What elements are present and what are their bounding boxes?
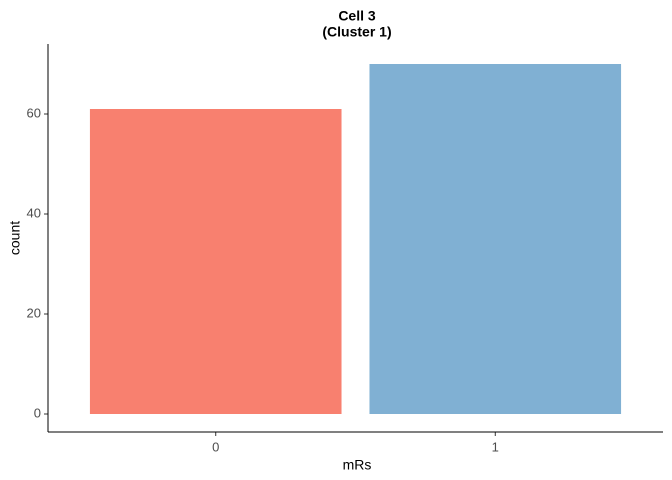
y-tick-label: 40 — [27, 205, 41, 220]
y-tick-label: 60 — [27, 105, 41, 120]
chart-title: Cell 3 — [338, 8, 376, 24]
x-tick-label: 1 — [492, 439, 499, 454]
bar — [369, 64, 622, 414]
x-axis-title: mRs — [343, 457, 372, 473]
y-tick-label: 20 — [27, 305, 41, 320]
chart-subtitle: (Cluster 1) — [322, 24, 391, 40]
y-tick-label: 0 — [34, 405, 41, 420]
y-axis-title: count — [7, 221, 23, 255]
bar — [89, 109, 342, 414]
x-tick-label: 0 — [212, 439, 219, 454]
